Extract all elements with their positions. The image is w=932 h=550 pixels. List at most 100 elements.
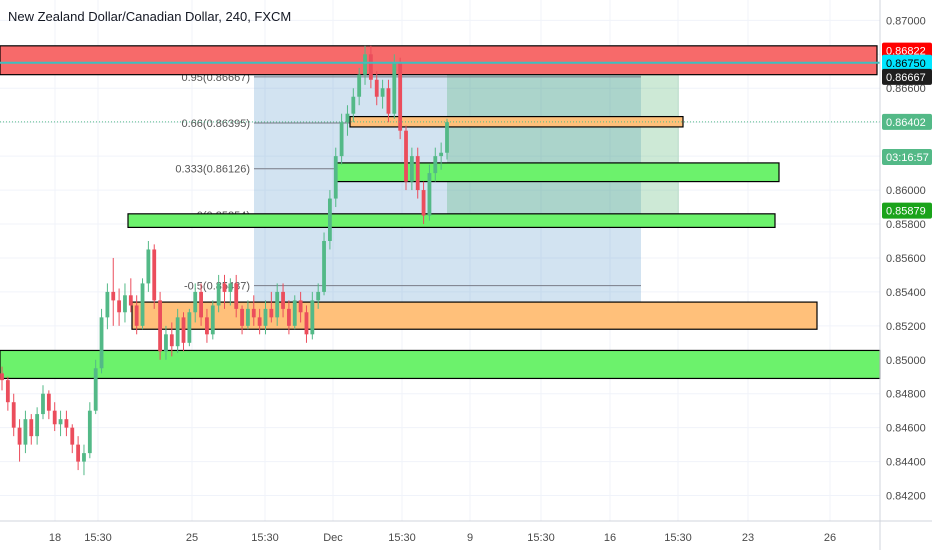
candle-body — [175, 317, 180, 347]
candle-body — [146, 249, 151, 284]
candle-body — [363, 54, 367, 75]
x-tick-label: 15:30 — [84, 532, 112, 544]
y-tick-label: 0.84200 — [886, 491, 926, 503]
price-label: 0.86750 — [886, 58, 926, 70]
candle-body — [187, 312, 192, 343]
support-line-2 — [127, 213, 776, 229]
candle-body — [339, 122, 344, 157]
candle-body — [275, 291, 280, 318]
support-zone-major — [0, 349, 881, 380]
candle-body — [298, 300, 303, 313]
candle-body — [316, 291, 321, 301]
candle-body — [304, 312, 309, 335]
candle-body — [140, 283, 145, 326]
x-tick-label: 15:30 — [664, 532, 692, 544]
candle-body — [398, 62, 403, 131]
candle-body — [164, 334, 168, 352]
candle-body — [76, 444, 81, 462]
candle-body — [240, 308, 244, 326]
candle-body — [123, 295, 127, 313]
price-label-bg — [882, 54, 932, 71]
candle-body — [41, 393, 45, 415]
price-label: 0.86402 — [886, 117, 926, 129]
candle-body — [17, 427, 22, 445]
y-tick-label: 0.85400 — [886, 287, 926, 299]
candle-body — [322, 240, 326, 292]
x-tick-label: 15:30 — [527, 532, 555, 544]
x-tick-label: 9 — [467, 532, 473, 544]
candle-body — [433, 156, 438, 174]
candle-body — [181, 317, 186, 343]
candle-body — [409, 156, 414, 182]
candle-body — [445, 122, 449, 153]
candle-body — [99, 317, 104, 369]
candle-body — [427, 173, 432, 216]
candle-body — [29, 419, 34, 437]
candle-body — [357, 74, 362, 97]
fib-label: 0.66(0.86395) — [182, 118, 251, 130]
candle-body — [5, 380, 10, 403]
candle-body — [421, 190, 426, 216]
candle-body — [169, 334, 174, 347]
y-tick-label: 0.84600 — [886, 423, 926, 435]
candle-body — [111, 291, 116, 301]
y-tick-label: 0.85000 — [886, 355, 926, 367]
candle-body — [374, 79, 379, 97]
candle-body — [345, 113, 350, 123]
support-line-1 — [335, 162, 780, 183]
candle-body — [199, 291, 203, 318]
x-tick-label: Dec — [323, 532, 343, 544]
candle-body — [234, 283, 239, 309]
x-tick-label: 16 — [604, 532, 616, 544]
candles — [0, 45, 449, 476]
candle-body — [105, 291, 110, 318]
candle-body — [210, 305, 215, 335]
y-tick-label: 0.87000 — [886, 15, 926, 27]
candle-body — [70, 427, 75, 445]
price-label: 0.86667 — [886, 72, 926, 84]
chart-title: New Zealand Dollar/Canadian Dollar, 240,… — [8, 9, 291, 24]
x-tick-label: 23 — [742, 532, 754, 544]
candle-body — [23, 419, 28, 445]
overlays — [0, 61, 880, 123]
candle-body — [269, 308, 274, 318]
candle-body — [292, 300, 297, 326]
candle-body — [52, 410, 57, 425]
candle-body — [35, 414, 40, 437]
x-tick-label: 15:30 — [251, 532, 279, 544]
candle-body — [117, 300, 122, 313]
x-tick-label: 25 — [186, 532, 198, 544]
candle-body — [93, 368, 98, 411]
candle-body — [222, 283, 227, 292]
candle-body — [134, 305, 139, 326]
price-label-bg — [882, 148, 932, 165]
y-tick-label: 0.86600 — [886, 83, 926, 95]
candle-body — [333, 156, 338, 199]
price-label-bg — [882, 202, 932, 219]
y-tick-label: 0.85600 — [886, 253, 926, 265]
candle-body — [46, 393, 51, 411]
target-rectangle — [447, 50, 679, 214]
candle-body — [386, 88, 391, 114]
time-axis[interactable]: 18 15:30 25 15:30 Dec 15:30 9 15:30 16 15:30 23 26 — [0, 520, 932, 544]
candle-body — [281, 291, 285, 309]
price-label-bg — [882, 68, 932, 85]
candle-body — [216, 283, 221, 306]
price-label-bg — [882, 42, 932, 59]
candle-body — [128, 295, 133, 306]
candle-body — [404, 130, 408, 182]
candle-body — [415, 156, 420, 191]
y-tick-label: 0.84800 — [886, 389, 926, 401]
candle-body — [87, 410, 92, 454]
fib-label: 0.333(0.86126) — [175, 164, 250, 176]
price-label-bg — [882, 113, 932, 130]
x-tick-label: 18 — [49, 532, 61, 544]
price-label: 0.86822 — [886, 46, 926, 58]
price-label: 03:16:57 — [886, 152, 929, 164]
candle-body — [228, 283, 233, 292]
y-tick-label: 0.85800 — [886, 219, 926, 231]
candle-body — [193, 291, 198, 313]
candle-body — [158, 300, 162, 352]
